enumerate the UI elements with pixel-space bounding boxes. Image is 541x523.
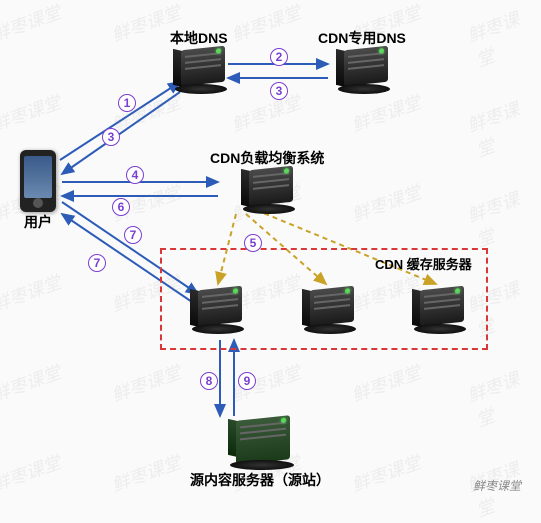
server-icon (228, 418, 292, 470)
arrow-blue (60, 82, 180, 160)
step-circle-7: 7 (124, 226, 142, 244)
node-user: 用户 (20, 150, 56, 232)
step-circle-5: 5 (244, 234, 262, 252)
watermark-text: 鲜枣课堂 (228, 88, 305, 137)
watermark-text: 鲜枣课堂 (0, 88, 64, 137)
step-circle-7: 7 (88, 254, 106, 272)
watermark-text: 鲜枣课堂 (463, 179, 541, 252)
watermark-text: 鲜枣课堂 (348, 358, 425, 407)
watermark-text: 鲜枣课堂 (463, 359, 541, 432)
watermark-text: 鲜枣课堂 (348, 448, 425, 497)
watermark-text: 鲜枣课堂 (0, 448, 64, 497)
watermark-text: 鲜枣课堂 (463, 0, 541, 73)
step-circle-6: 6 (112, 198, 130, 216)
node-origin: 源内容服务器（源站） (190, 418, 330, 490)
watermark-text: 鲜枣课堂 (0, 0, 64, 48)
label-cache-box: CDN 缓存服务器 (375, 254, 472, 273)
watermark-text: 鲜枣课堂 (348, 178, 425, 227)
step-circle-4: 4 (126, 166, 144, 184)
server-icon (336, 48, 388, 94)
phone-icon (20, 150, 56, 212)
node-cdn-dns: CDN专用DNS (318, 28, 406, 94)
server-icon (302, 288, 354, 334)
label-lb: CDN负载均衡系统 (210, 148, 324, 168)
step-circle-3: 3 (270, 82, 288, 100)
watermark-text: 鲜枣课堂 (108, 88, 185, 137)
node-local-dns: 本地DNS (170, 28, 228, 94)
watermark-text: 鲜枣课堂 (0, 358, 64, 407)
watermark-text: 鲜枣课堂 (348, 88, 425, 137)
step-circle-9: 9 (238, 372, 256, 390)
step-circle-8: 8 (200, 372, 218, 390)
label-origin: 源内容服务器（源站） (190, 470, 330, 490)
watermark-text: 鲜枣课堂 (463, 89, 541, 162)
server-icon (173, 48, 225, 94)
node-load-balancer: CDN负载均衡系统 (210, 148, 324, 214)
server-icon (412, 288, 464, 334)
step-circle-2: 2 (270, 48, 288, 66)
server-icon (241, 168, 293, 214)
node-cache-2 (302, 288, 354, 334)
watermark-text: 鲜枣课堂 (108, 448, 185, 497)
label-local-dns: 本地DNS (170, 28, 228, 48)
label-user: 用户 (24, 212, 52, 232)
label-cdn-dns: CDN专用DNS (318, 28, 406, 48)
watermark-text: 鲜枣课堂 (228, 0, 305, 48)
server-icon (190, 288, 242, 334)
watermark-text: 鲜枣课堂 (108, 358, 185, 407)
footer-watermark: 鲜枣课堂 (473, 477, 521, 494)
node-cache-3 (412, 288, 464, 334)
watermark-text: 鲜枣课堂 (0, 268, 64, 317)
step-circle-1: 1 (118, 94, 136, 112)
step-circle-3: 3 (102, 128, 120, 146)
node-cache-1 (190, 288, 242, 334)
